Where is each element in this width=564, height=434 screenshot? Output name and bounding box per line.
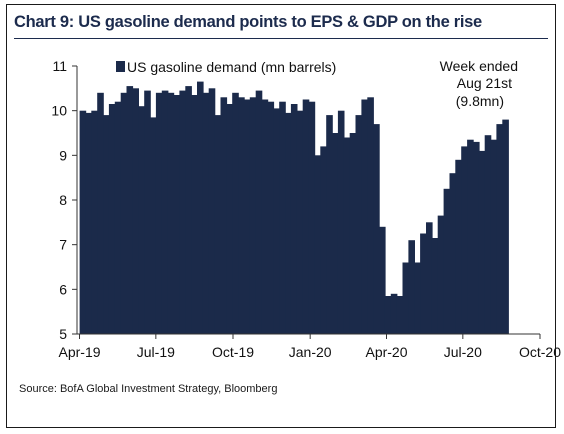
bar	[379, 226, 386, 334]
bar	[150, 117, 157, 335]
x-tick-label: Apr-20	[365, 344, 407, 360]
bar	[255, 90, 263, 334]
bar	[473, 141, 480, 334]
bar	[290, 104, 298, 334]
bar	[408, 240, 415, 334]
y-axis-ticks: 5 6 7 8 9 10 11	[51, 58, 77, 342]
bar	[161, 90, 169, 334]
y-tick-label: 10	[51, 103, 67, 119]
bar	[361, 99, 368, 334]
bar	[91, 110, 98, 334]
bar	[455, 159, 462, 334]
bar	[126, 86, 134, 334]
y-tick-label: 11	[52, 58, 67, 74]
legend-label: US gasoline demand (mn barrels)	[127, 59, 336, 75]
bar	[273, 108, 280, 335]
bar	[220, 97, 228, 334]
bar	[314, 155, 321, 334]
bar	[267, 101, 275, 334]
bar	[373, 124, 380, 334]
bar	[261, 99, 269, 334]
bar	[384, 296, 392, 334]
bar	[443, 188, 451, 334]
bar	[308, 101, 316, 334]
bar	[108, 104, 116, 334]
bar	[343, 137, 351, 334]
bar	[185, 86, 192, 334]
bar	[349, 133, 357, 334]
bar	[484, 135, 492, 334]
bar	[332, 133, 339, 334]
bar	[490, 139, 498, 334]
bar	[326, 115, 333, 334]
bar	[173, 95, 181, 334]
bar	[426, 222, 433, 334]
bar	[103, 115, 110, 334]
bar	[232, 92, 239, 334]
bar	[467, 139, 474, 334]
bar	[367, 97, 374, 334]
bar	[390, 293, 398, 334]
bar	[197, 81, 204, 334]
bar	[249, 97, 257, 334]
bar	[144, 90, 151, 334]
y-tick-label: 5	[59, 326, 67, 342]
bar	[167, 92, 175, 334]
annotation-line-2: Aug 21st	[457, 75, 512, 91]
bar	[337, 110, 345, 334]
x-tick-label: Oct-19	[212, 344, 254, 360]
x-tick-label: Jul-20	[444, 344, 482, 360]
bar	[114, 101, 122, 334]
bar	[191, 95, 198, 334]
annotation-line-1: Week ended	[440, 58, 518, 74]
x-tick-label: Apr-19	[59, 344, 101, 360]
bar	[208, 88, 216, 334]
bar	[132, 88, 139, 334]
x-tick-label: Jul-19	[137, 344, 175, 360]
bar	[179, 90, 186, 334]
source-note: Source: BofA Global Investment Strategy,…	[19, 383, 278, 395]
bar	[420, 233, 427, 334]
x-tick-label: Oct-20	[519, 344, 561, 360]
y-tick-label: 8	[59, 192, 67, 208]
y-tick-label: 7	[59, 237, 67, 253]
bar	[244, 99, 251, 334]
bar	[97, 92, 104, 334]
bar	[238, 97, 245, 334]
bar	[355, 115, 363, 334]
bars-group	[79, 81, 509, 335]
bar	[296, 110, 304, 334]
bar	[496, 124, 503, 334]
bar	[226, 104, 233, 334]
bar	[120, 92, 128, 334]
x-tick-label: Jan-20	[289, 344, 332, 360]
bar	[414, 262, 421, 334]
bar	[285, 112, 292, 335]
legend-swatch	[116, 61, 125, 72]
bar	[431, 238, 439, 334]
bar	[155, 92, 163, 334]
x-axis-ticks: Apr-19 Jul-19 Oct-19 Jan-20 Apr-20 Jul-20 Oct-…	[59, 334, 561, 360]
y-tick-label: 9	[59, 147, 67, 163]
bar	[138, 106, 145, 334]
bar	[214, 115, 222, 334]
bar	[478, 150, 486, 334]
bar	[396, 296, 404, 334]
y-tick-label: 6	[59, 281, 67, 297]
annotation-line-3: (9.8mn)	[456, 93, 504, 109]
bar	[461, 146, 468, 334]
bar	[302, 99, 310, 334]
bar	[502, 119, 509, 334]
bar	[202, 92, 210, 334]
bar	[279, 101, 286, 334]
bar	[402, 262, 410, 334]
bar	[437, 215, 445, 334]
bar	[449, 173, 457, 334]
bar	[79, 110, 87, 334]
chart-title: Chart 9: US gasoline demand points to EP…	[14, 13, 482, 31]
bar	[85, 112, 92, 335]
title-divider	[14, 38, 548, 39]
bar	[320, 146, 327, 334]
